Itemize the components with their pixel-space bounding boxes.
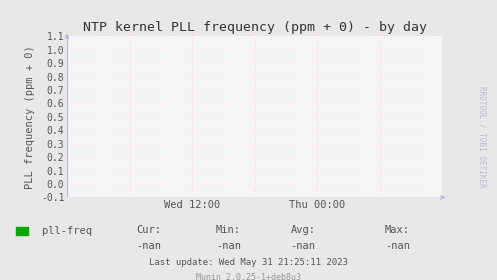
Text: -nan: -nan [385,241,410,251]
Text: -nan: -nan [216,241,241,251]
Text: pll-freq: pll-freq [42,226,92,236]
Text: -nan: -nan [137,241,162,251]
Text: RRDTOOL / TOBI OETIKER: RRDTOOL / TOBI OETIKER [477,86,487,188]
Y-axis label: PLL frequency (ppm + 0): PLL frequency (ppm + 0) [25,45,35,189]
Bar [16,227,28,235]
Text: Min:: Min: [216,225,241,235]
Text: Munin 2.0.25-1+deb8u3: Munin 2.0.25-1+deb8u3 [196,273,301,280]
Text: Last update: Wed May 31 21:25:11 2023: Last update: Wed May 31 21:25:11 2023 [149,258,348,267]
Text: Max:: Max: [385,225,410,235]
Text: Avg:: Avg: [291,225,316,235]
Title: NTP kernel PLL frequency (ppm + 0) - by day: NTP kernel PLL frequency (ppm + 0) - by … [83,21,427,34]
Text: -nan: -nan [291,241,316,251]
Text: Cur:: Cur: [137,225,162,235]
